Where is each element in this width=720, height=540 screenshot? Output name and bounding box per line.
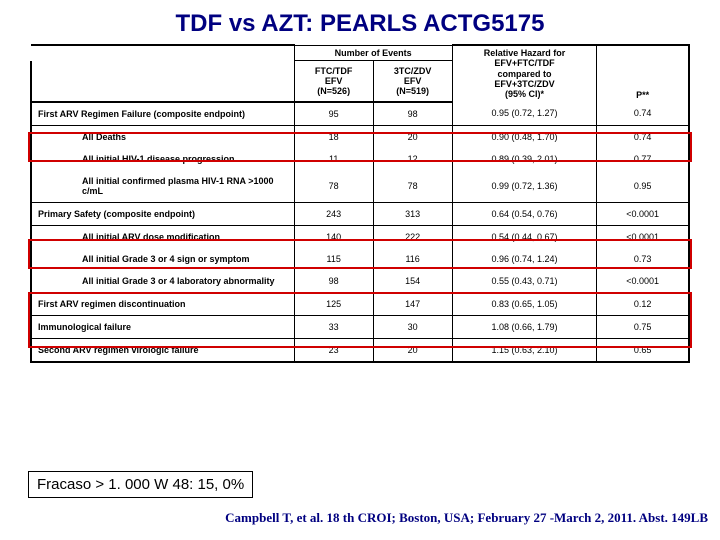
row-label: Second ARV regimen virologic failure [31,338,294,362]
table-row: All initial Grade 3 or 4 sign or symptom… [31,248,689,270]
cell-p: 0.73 [597,248,689,270]
cell-ftc-tdf: 140 [294,225,373,248]
table-row: First ARV regimen discontinuation1251470… [31,292,689,315]
row-label: All Deaths [31,125,294,148]
cell-3tc-zdv: 313 [373,202,452,225]
header-num-events: Number of Events [294,45,452,61]
table-row: First ARV Regimen Failure (composite end… [31,102,689,126]
cell-p: 0.74 [597,125,689,148]
fracaso-note: Fracaso > 1. 000 W 48: 15, 0% [28,471,253,498]
table-row: Second ARV regimen virologic failure2320… [31,338,689,362]
cell-ftc-tdf: 33 [294,315,373,338]
cell-p: 0.74 [597,102,689,126]
header-empty-2 [31,61,294,102]
cell-p: 0.65 [597,338,689,362]
cell-3tc-zdv: 147 [373,292,452,315]
row-label: First ARV regimen discontinuation [31,292,294,315]
row-label: Immunological failure [31,315,294,338]
cell-3tc-zdv: 12 [373,148,452,170]
cell-ftc-tdf: 98 [294,270,373,293]
cell-ftc-tdf: 18 [294,125,373,148]
slide-title: TDF vs AZT: PEARLS ACTG5175 [0,0,720,44]
table-row: Primary Safety (composite endpoint)24331… [31,202,689,225]
cell-ftc-tdf: 95 [294,102,373,126]
header-empty [31,45,294,61]
row-label: All initial ARV dose modification [31,225,294,248]
cell-ftc-tdf: 78 [294,170,373,203]
header-hazard: Relative Hazard forEFV+FTC/TDFcompared t… [452,45,597,102]
citation: Campbell T, et al. 18 th CROI; Boston, U… [225,510,708,526]
table-row: All initial ARV dose modification1402220… [31,225,689,248]
row-label: Primary Safety (composite endpoint) [31,202,294,225]
cell-3tc-zdv: 78 [373,170,452,203]
row-label: All initial HIV-1 disease progression [31,148,294,170]
cell-hazard: 1.08 (0.66, 1.79) [452,315,597,338]
table-container: Number of Events Relative Hazard forEFV+… [30,44,690,363]
row-label: All initial Grade 3 or 4 laboratory abno… [31,270,294,293]
cell-hazard: 0.99 (0.72, 1.36) [452,170,597,203]
row-label: All initial confirmed plasma HIV-1 RNA >… [31,170,294,203]
row-label: First ARV Regimen Failure (composite end… [31,102,294,126]
header-p: P** [597,45,689,102]
cell-ftc-tdf: 11 [294,148,373,170]
cell-3tc-zdv: 154 [373,270,452,293]
cell-hazard: 0.64 (0.54, 0.76) [452,202,597,225]
cell-hazard: 0.96 (0.74, 1.24) [452,248,597,270]
table-row: All Deaths18200.90 (0.48, 1.70)0.74 [31,125,689,148]
table-row: All initial HIV-1 disease progression111… [31,148,689,170]
table-row: All initial Grade 3 or 4 laboratory abno… [31,270,689,293]
cell-3tc-zdv: 20 [373,125,452,148]
header-row-1: Number of Events Relative Hazard forEFV+… [31,45,689,61]
header-col2: 3TC/ZDVEFV(N=519) [373,61,452,102]
cell-3tc-zdv: 98 [373,102,452,126]
cell-ftc-tdf: 125 [294,292,373,315]
cell-p: 0.75 [597,315,689,338]
results-table: Number of Events Relative Hazard forEFV+… [30,44,690,363]
cell-hazard: 0.54 (0.44, 0.67) [452,225,597,248]
table-row: All initial confirmed plasma HIV-1 RNA >… [31,170,689,203]
cell-hazard: 0.83 (0.65, 1.05) [452,292,597,315]
table-row: Immunological failure33301.08 (0.66, 1.7… [31,315,689,338]
cell-p: 0.12 [597,292,689,315]
cell-p: <0.0001 [597,225,689,248]
cell-hazard: 0.90 (0.48, 1.70) [452,125,597,148]
cell-p: <0.0001 [597,270,689,293]
row-label: All initial Grade 3 or 4 sign or symptom [31,248,294,270]
cell-p: 0.77 [597,148,689,170]
cell-ftc-tdf: 243 [294,202,373,225]
cell-ftc-tdf: 23 [294,338,373,362]
cell-hazard: 1.15 (0.63, 2.10) [452,338,597,362]
cell-3tc-zdv: 116 [373,248,452,270]
cell-3tc-zdv: 222 [373,225,452,248]
cell-hazard: 0.89 (0.39, 2.01) [452,148,597,170]
cell-p: <0.0001 [597,202,689,225]
cell-3tc-zdv: 20 [373,338,452,362]
cell-p: 0.95 [597,170,689,203]
cell-ftc-tdf: 115 [294,248,373,270]
cell-hazard: 0.55 (0.43, 0.71) [452,270,597,293]
cell-3tc-zdv: 30 [373,315,452,338]
header-col1: FTC/TDFEFV(N=526) [294,61,373,102]
cell-hazard: 0.95 (0.72, 1.27) [452,102,597,126]
